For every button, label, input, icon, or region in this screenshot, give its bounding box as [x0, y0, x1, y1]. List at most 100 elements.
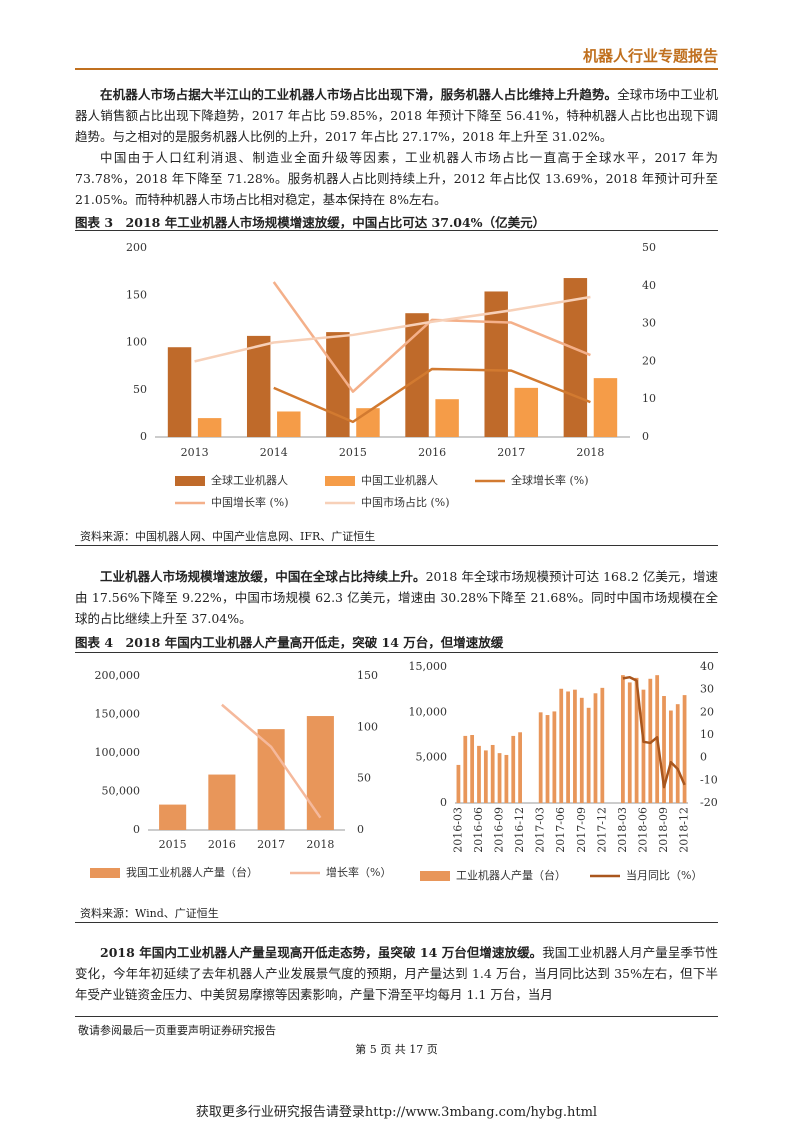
x-tick-label: 2015: [159, 838, 187, 851]
paragraph-lead: 在机器人市场占据大半江山的工业机器人市场占比出现下滑，服务机器人占比维持上升趋势…: [100, 87, 618, 102]
chart: 0 5,000 10,000 15,000 -20 -10 0 10 20 30 40 2016-03…: [409, 660, 718, 882]
bar: [477, 745, 481, 803]
bar: [246, 335, 271, 437]
line: [622, 675, 686, 789]
x-tick-label: 2017-03: [534, 807, 547, 853]
bar: [518, 732, 522, 803]
bar: [483, 750, 488, 803]
y2-tick-label: 150: [357, 669, 378, 682]
bar: [208, 774, 236, 830]
legend-swatch: [325, 476, 355, 486]
bar: [159, 804, 187, 830]
legend-label: 工业机器人产量（台）: [456, 868, 566, 882]
footer-link[interactable]: 获取更多行业研究报告请登录http://www.3mbang.com/hybg.…: [195, 1105, 598, 1120]
y2-tick-label: 40: [642, 279, 656, 292]
legend-label: 我国工业机器人产量（台）: [126, 865, 258, 879]
y2-tick-label: 40: [700, 660, 714, 673]
paragraph: 中国由于人口红利消退、制造业全面升级等因素，工业机器人市场占比一直高于全球水平，…: [75, 147, 718, 210]
bar: [559, 688, 564, 803]
x-tick-label: 2014: [260, 446, 288, 459]
bar: [668, 710, 673, 803]
bar: [593, 693, 598, 803]
bar: [579, 697, 584, 803]
y-tick-label: 50,000: [102, 785, 141, 798]
x-tick-label: 2018: [576, 446, 604, 459]
bar: [470, 735, 475, 803]
x-tick-label: 2018-03: [616, 807, 629, 853]
line: [221, 703, 322, 819]
bar: [405, 313, 429, 437]
x-tick-label: 2017-09: [575, 807, 588, 853]
bar: [662, 696, 666, 803]
bar: [504, 754, 509, 803]
bar: [197, 418, 222, 437]
bar: [490, 744, 495, 803]
y2-tick-label: 10: [700, 728, 714, 741]
x-tick-label: 2016-03: [451, 807, 464, 853]
y2-tick-label: -20: [700, 796, 718, 809]
bar: [463, 735, 468, 803]
x-tick-label: 2017: [497, 446, 525, 459]
legend-label: 中国工业机器人: [361, 473, 438, 487]
source: 资料来源：中国机器人网、中国产业信息网、IFR、广证恒生: [80, 530, 376, 543]
paragraph: 工业机器人市场规模增速放缓，中国在全球占比持续上升。2018 年全球市场规模预计…: [75, 566, 718, 629]
bar: [627, 682, 632, 803]
bar: [306, 716, 334, 830]
footer-disclaimer: 敬请参阅最后一页重要声明证券研究报告: [78, 1024, 276, 1037]
line: [272, 281, 591, 393]
paragraph-text: 中国由于人口红利消退、制造业全面升级等因素，工业机器人市场占比一直高于全球水平，…: [75, 150, 718, 207]
legend-swatch: [175, 476, 205, 486]
rule: [75, 1016, 718, 1017]
page-number: 第 5 页 共 17 页: [355, 1043, 438, 1056]
legend-label: 全球增长率 (%): [511, 473, 589, 487]
bar: [600, 687, 605, 803]
y2-tick-label: 30: [642, 317, 656, 330]
chart: 0 50,000 100,000 150,000 200,000 0 50 100 150 201…: [90, 669, 391, 879]
x-tick-label: 2017-06: [554, 807, 567, 853]
rule: [75, 652, 718, 653]
bar: [682, 695, 687, 803]
bar: [435, 399, 459, 437]
x-tick-label: 2016: [418, 446, 446, 459]
paragraph: 在机器人市场占据大半江山的工业机器人市场占比出现下滑，服务机器人占比维持上升趋势…: [75, 84, 718, 147]
bar: [552, 711, 557, 803]
paragraph-text: 2018 年全球市场规模预计可达 168.2 亿美元，增速由 17.56%下降至…: [75, 569, 718, 626]
x-tick-label: 2015: [339, 446, 367, 459]
legend-label: 中国市场占比 (%): [361, 495, 450, 509]
legend-swatch: [420, 871, 450, 881]
bar: [648, 678, 653, 803]
header-title: 机器人行业专题报告: [582, 47, 718, 65]
x-tick-label: 2016-06: [472, 807, 485, 853]
bar: [634, 677, 639, 803]
y-tick-label: 0: [440, 796, 447, 809]
bar: [545, 715, 550, 803]
rule: [75, 230, 718, 231]
y-tick-label: 15,000: [409, 660, 448, 673]
legend-label: 全球工业机器人: [211, 473, 288, 487]
legend-label: 当月同比（%）: [626, 868, 702, 882]
y-tick-label: 100,000: [95, 746, 141, 759]
paragraph-text: 全球市场中工业机器人销售额占比出现下降趋势，2017 年占比 59.85%，20…: [75, 87, 718, 144]
bar: [511, 735, 516, 803]
y-tick-label: 200: [126, 241, 147, 254]
y2-tick-label: 100: [357, 720, 378, 733]
bar: [514, 387, 539, 437]
paragraph-text: 我国工业机器人月产量呈季节性变化，今年年初延续了去年机器人产业发展景气度的预期，…: [75, 945, 718, 1002]
bar: [257, 729, 285, 830]
line: [273, 367, 591, 424]
y2-tick-label: 30: [700, 683, 714, 696]
bar: [456, 764, 461, 803]
y-tick-label: 5,000: [416, 751, 448, 764]
x-tick-label: 2018-09: [657, 807, 670, 853]
x-tick-label: 2018-12: [678, 807, 691, 853]
bar: [573, 689, 577, 803]
x-tick-label: 2016-12: [513, 807, 526, 853]
source: 资料来源：Wind、广证恒生: [80, 907, 219, 920]
y2-tick-label: -10: [700, 773, 718, 786]
legend-swatch: [90, 868, 120, 878]
y-tick-label: 10,000: [409, 705, 448, 718]
y-tick-label: 0: [140, 430, 147, 443]
paragraph-lead: 工业机器人市场规模增速放缓，中国在全球占比持续上升。: [100, 569, 426, 584]
y-tick-label: 100: [126, 336, 147, 349]
